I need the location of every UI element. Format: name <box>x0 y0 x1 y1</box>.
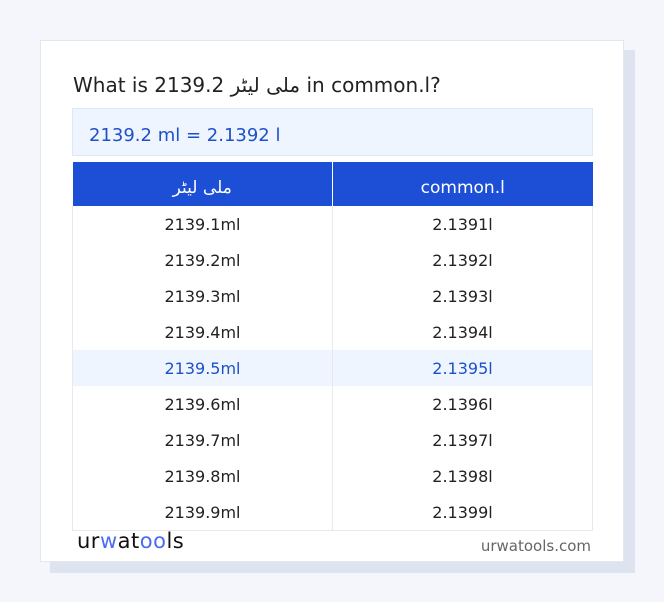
cell-ml: 2139.5ml <box>72 350 333 386</box>
table-row: 2139.4ml 2.1394l <box>72 314 593 350</box>
cell-ml: 2139.7ml <box>72 422 333 458</box>
cell-ml: 2139.6ml <box>72 386 333 422</box>
site-url: urwatools.com <box>480 537 591 555</box>
table-row: 2139.7ml 2.1397l <box>72 422 593 458</box>
page-title: What is 2139.2 ملی لیٹر in common.l? <box>73 73 441 97</box>
table-row: 2139.8ml 2.1398l <box>72 458 593 494</box>
cell-l: 2.1395l <box>332 350 593 386</box>
cell-ml: 2139.9ml <box>72 494 333 531</box>
table-row: 2139.9ml 2.1399l <box>72 494 593 531</box>
conversion-result: 2139.2 ml = 2.1392 l <box>72 108 593 156</box>
column-header-l: common.l <box>332 162 593 206</box>
table-row: 2139.1ml 2.1391l <box>72 206 593 242</box>
table-row: 2139.6ml 2.1396l <box>72 386 593 422</box>
cell-l: 2.1392l <box>332 242 593 278</box>
cell-l: 2.1397l <box>332 422 593 458</box>
cell-l: 2.1399l <box>332 494 593 531</box>
cell-ml: 2139.3ml <box>72 278 333 314</box>
cell-l: 2.1394l <box>332 314 593 350</box>
cell-ml: 2139.4ml <box>72 314 333 350</box>
cell-l: 2.1396l <box>332 386 593 422</box>
table-row: 2139.3ml 2.1393l <box>72 278 593 314</box>
cell-l: 2.1398l <box>332 458 593 494</box>
cell-ml: 2139.2ml <box>72 242 333 278</box>
cell-ml: 2139.8ml <box>72 458 333 494</box>
cell-l: 2.1393l <box>332 278 593 314</box>
table-row: 2139.5ml 2.1395l <box>72 350 593 386</box>
conversion-card: What is 2139.2 ملی لیٹر in common.l? 213… <box>40 40 624 562</box>
urwatools-logo[interactable]: urwatools <box>77 529 185 553</box>
column-header-ml: ملی لیٹر <box>72 162 333 206</box>
table-row: 2139.2ml 2.1392l <box>72 242 593 278</box>
conversion-table: ملی لیٹر common.l 2139.1ml 2.1391l 2139.2m… <box>72 162 593 531</box>
cell-ml: 2139.1ml <box>72 206 333 242</box>
cell-l: 2.1391l <box>332 206 593 242</box>
